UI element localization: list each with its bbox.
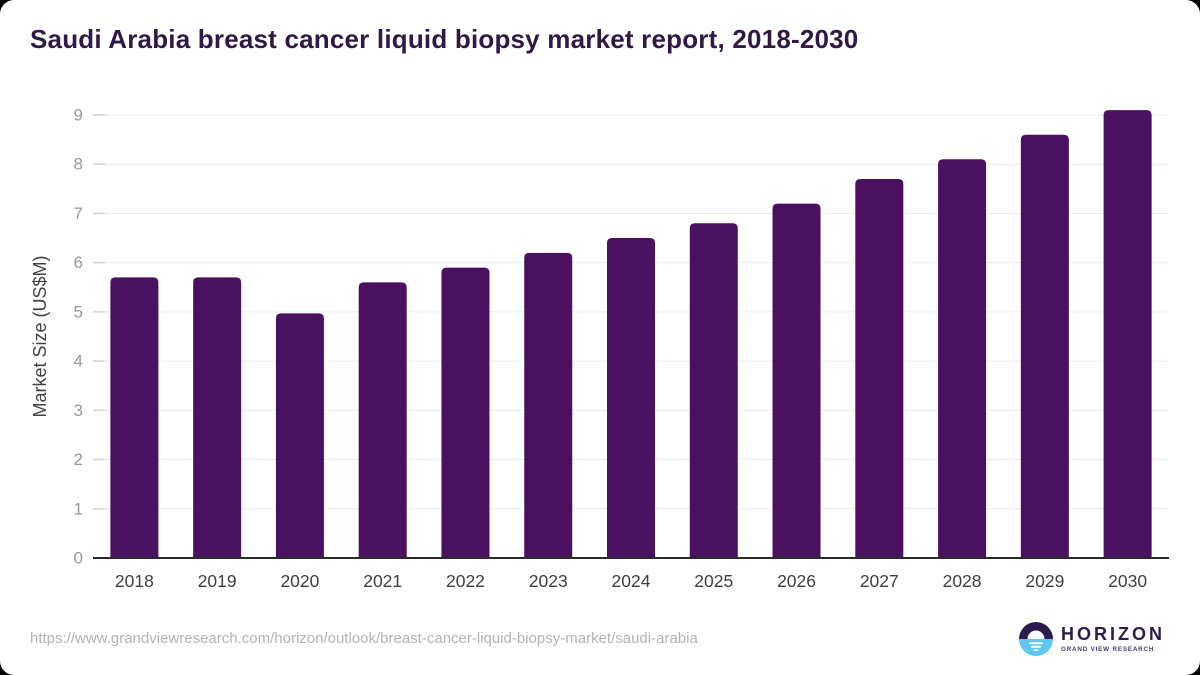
y-tick-label-8: 8: [74, 155, 83, 174]
x-tick-label-2030: 2030: [1108, 571, 1147, 591]
x-tick-label-2023: 2023: [529, 571, 568, 591]
bar-2027: [855, 178, 904, 558]
y-tick-label-9: 9: [74, 106, 83, 125]
horizon-logo-icon: [1019, 622, 1053, 656]
x-tick-label-2018: 2018: [115, 571, 154, 591]
bar-2026: [772, 203, 821, 558]
x-tick-label-2024: 2024: [612, 571, 651, 591]
y-tick-label-6: 6: [74, 253, 83, 272]
y-tick-label-2: 2: [74, 450, 83, 469]
x-tick-label-2019: 2019: [198, 571, 237, 591]
x-tick-label-2021: 2021: [363, 571, 402, 591]
x-tick-label-2022: 2022: [446, 571, 485, 591]
bar-2019: [193, 277, 242, 558]
bar-2030: [1103, 110, 1152, 559]
x-tick-label-2025: 2025: [694, 571, 733, 591]
x-tick-label-2027: 2027: [860, 571, 899, 591]
y-tick-label-0: 0: [74, 549, 83, 568]
chart-title: Saudi Arabia breast cancer liquid biopsy…: [30, 24, 859, 54]
y-tick-label-5: 5: [74, 302, 83, 321]
y-tick-label-7: 7: [74, 204, 83, 223]
y-tick-label-1: 1: [74, 499, 83, 518]
bar-2018: [110, 277, 159, 558]
bar-2020: [275, 313, 324, 558]
logo-wordmark: HORIZON: [1061, 624, 1165, 644]
y-axis-title: Market Size (US$M): [30, 255, 50, 417]
bar-2024: [607, 238, 655, 559]
x-tick-label-2026: 2026: [777, 571, 816, 591]
bar-2022: [441, 267, 490, 558]
logo-subtitle: GRAND VIEW RESEARCH: [1061, 646, 1155, 653]
x-tick-label-2029: 2029: [1025, 571, 1064, 591]
bar-2029: [1020, 134, 1069, 558]
bar-2021: [358, 282, 407, 558]
y-tick-label-3: 3: [74, 401, 83, 420]
x-tick-label-2020: 2020: [280, 571, 319, 591]
source-url: https://www.grandviewresearch.com/horizo…: [30, 630, 698, 647]
bar-2025: [689, 223, 738, 559]
bar-2028: [938, 159, 987, 559]
y-tick-label-4: 4: [74, 352, 83, 371]
x-tick-label-2028: 2028: [943, 571, 982, 591]
bar-2023: [524, 252, 573, 559]
horizon-logo: HORIZON GRAND VIEW RESEARCH: [1019, 622, 1165, 656]
